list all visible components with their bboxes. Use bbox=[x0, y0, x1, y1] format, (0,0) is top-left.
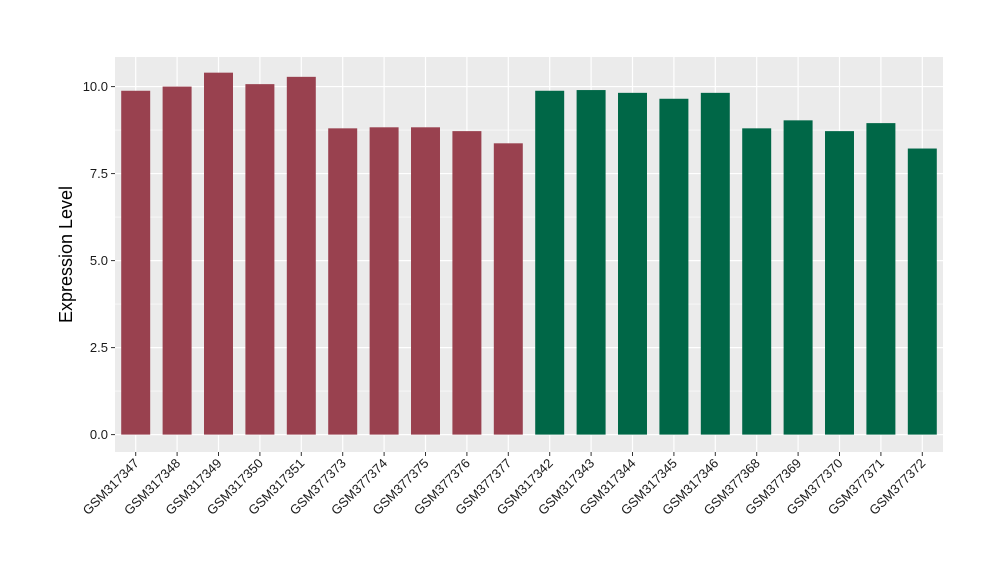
y-tick-label: 10.0 bbox=[83, 79, 108, 94]
bar-gsm317350 bbox=[245, 84, 275, 435]
y-tick-label: 2.5 bbox=[90, 340, 108, 355]
bar-gsm317344 bbox=[618, 92, 647, 435]
bar-gsm317347 bbox=[121, 90, 151, 435]
bar-gsm317346 bbox=[700, 92, 730, 435]
x-axis: GSM317347GSM317348GSM317349GSM317350GSM3… bbox=[80, 452, 928, 518]
bar-gsm377371 bbox=[866, 123, 896, 435]
bar-gsm377374 bbox=[369, 127, 399, 435]
bar-gsm377370 bbox=[825, 131, 854, 435]
bar-gsm317351 bbox=[286, 76, 316, 435]
y-axis: 0.0 2.5 5.0 7.5 10.0 bbox=[83, 79, 115, 442]
y-tick-label: 5.0 bbox=[90, 253, 108, 268]
y-tick-label: 0.0 bbox=[90, 427, 108, 442]
bar-gsm317345 bbox=[659, 98, 689, 435]
plot-panel bbox=[115, 57, 943, 452]
bar-gsm377369 bbox=[783, 120, 813, 435]
bar-gsm377373 bbox=[328, 128, 358, 435]
bar-gsm377377 bbox=[493, 143, 523, 435]
bar-gsm377368 bbox=[742, 128, 772, 435]
bar-gsm317349 bbox=[204, 72, 233, 435]
bar-gsm377376 bbox=[452, 131, 482, 435]
bars-layer bbox=[121, 72, 937, 435]
y-tick-label: 7.5 bbox=[90, 166, 108, 181]
bar-gsm317348 bbox=[162, 86, 192, 435]
bar-gsm317343 bbox=[576, 90, 606, 435]
bar-gsm377375 bbox=[411, 127, 440, 435]
bar-gsm377372 bbox=[907, 148, 937, 435]
y-axis-title: Expression Level bbox=[56, 186, 76, 323]
bar-gsm317342 bbox=[535, 90, 565, 435]
